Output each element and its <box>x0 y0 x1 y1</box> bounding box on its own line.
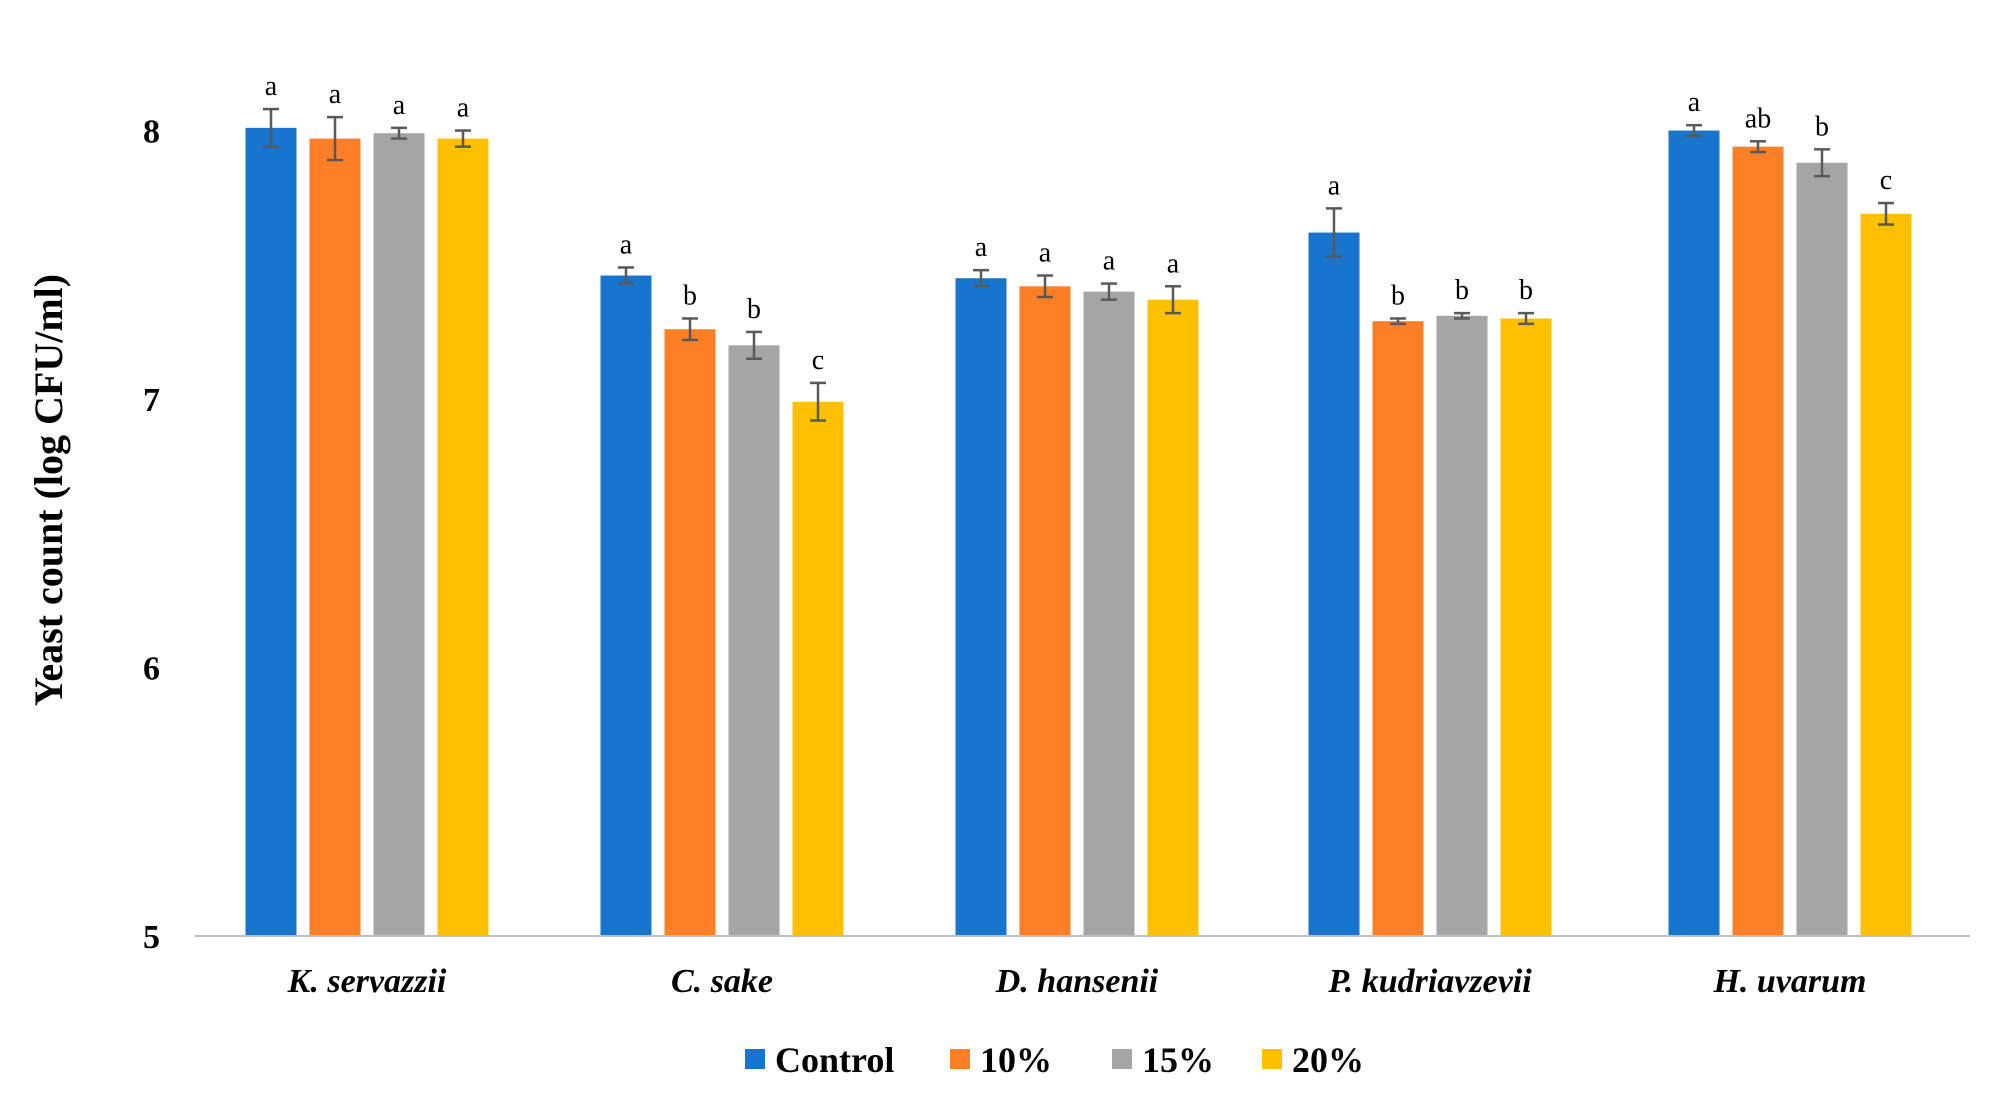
error-bar <box>973 268 989 288</box>
bar-10pct-3 <box>1372 321 1424 937</box>
legend-swatch <box>745 1049 765 1069</box>
legend-item: 10% <box>950 1040 1052 1080</box>
x-tick-label: K. servazzii <box>287 963 447 1000</box>
significance-label: a <box>457 93 470 124</box>
x-tick-label: P. kudriavzevii <box>1327 963 1532 1000</box>
bar-10pct-4 <box>1732 146 1784 936</box>
legend-label: Control <box>775 1040 894 1080</box>
x-tick-label: C. sake <box>671 963 773 1000</box>
bar-20pct-1 <box>792 401 844 936</box>
y-tick-label: 6 <box>143 651 160 688</box>
x-tick-label: D. hansenii <box>995 963 1159 1000</box>
significance-label: a <box>620 229 633 260</box>
bar-15pct-1 <box>728 345 780 936</box>
significance-label: c <box>812 345 824 376</box>
bar-control-1 <box>600 275 652 936</box>
significance-label: a <box>1167 248 1180 279</box>
significance-label: a <box>975 232 988 263</box>
bar-20pct-0 <box>437 138 489 937</box>
error-bar <box>1814 148 1830 178</box>
legend-swatch <box>950 1049 970 1069</box>
significance-label: a <box>1328 170 1341 201</box>
y-tick-label: 8 <box>143 114 160 151</box>
legend: Control 10% 15% 20% <box>745 1040 1364 1080</box>
significance-label: a <box>393 90 406 121</box>
legend-item: 20% <box>1262 1040 1364 1080</box>
error-bar <box>1878 201 1894 226</box>
significance-label: b <box>1391 280 1405 311</box>
legend-item: 15% <box>1112 1040 1214 1080</box>
y-tick-labels: 5 6 7 8 <box>143 114 160 956</box>
bar-15pct-3 <box>1436 315 1488 936</box>
legend-swatch <box>1262 1049 1282 1069</box>
error-bar <box>263 107 279 148</box>
error-bar <box>1390 317 1406 326</box>
significance-label: a <box>1039 238 1052 269</box>
error-bar <box>1165 285 1181 315</box>
legend-label: 20% <box>1292 1040 1364 1080</box>
bar-10pct-0 <box>309 138 361 937</box>
legend-label: 10% <box>980 1040 1052 1080</box>
x-tick-labels: K. servazzii C. sake D. hansenii P. kudriav… <box>287 963 1867 1000</box>
significance-label: a <box>1103 246 1116 277</box>
bar-control-0 <box>245 127 297 937</box>
error-bar <box>1037 274 1053 299</box>
error-bar <box>1750 140 1766 154</box>
error-bar <box>746 330 762 361</box>
error-bar <box>1101 282 1117 301</box>
error-bars-layer <box>263 107 1894 422</box>
significance-label: b <box>1815 111 1829 142</box>
significance-label: b <box>747 294 761 325</box>
error-bar <box>618 266 634 285</box>
significance-label: b <box>1519 275 1533 306</box>
y-axis-label: Yeast count (log CFU/ml) <box>26 274 71 706</box>
significance-label: a <box>329 79 342 110</box>
significance-label: a <box>265 71 278 102</box>
bar-control-2 <box>955 278 1007 936</box>
error-bar <box>327 115 343 162</box>
legend-item: Control <box>745 1040 894 1080</box>
significance-label: a <box>1688 87 1701 118</box>
bar-10pct-1 <box>664 329 716 936</box>
error-bar <box>455 129 471 148</box>
significance-label: b <box>683 280 697 311</box>
bar-15pct-0 <box>373 133 425 937</box>
error-bar <box>682 317 698 342</box>
bar-20pct-3 <box>1500 318 1552 936</box>
bar-20pct-4 <box>1860 213 1912 936</box>
bar-15pct-4 <box>1796 162 1848 936</box>
error-bar <box>1518 311 1534 326</box>
significance-label: ab <box>1745 103 1771 134</box>
legend-swatch <box>1112 1049 1132 1069</box>
bar-control-4 <box>1668 130 1720 936</box>
error-bar <box>1686 123 1702 138</box>
significance-label: b <box>1455 275 1469 306</box>
y-tick-label: 7 <box>143 382 160 419</box>
x-tick-label: H. uvarum <box>1712 963 1866 1000</box>
bar-10pct-2 <box>1019 286 1071 936</box>
y-tick-label: 5 <box>143 919 160 956</box>
error-bar <box>391 126 407 140</box>
bar-control-3 <box>1308 232 1360 936</box>
error-bar <box>1454 311 1470 320</box>
error-bar <box>1326 207 1342 258</box>
bar-20pct-2 <box>1147 299 1199 936</box>
bar-15pct-2 <box>1083 291 1135 936</box>
significance-label: c <box>1880 165 1892 196</box>
error-bar <box>810 381 826 422</box>
legend-label: 15% <box>1142 1040 1214 1080</box>
bars-layer <box>245 127 1912 937</box>
